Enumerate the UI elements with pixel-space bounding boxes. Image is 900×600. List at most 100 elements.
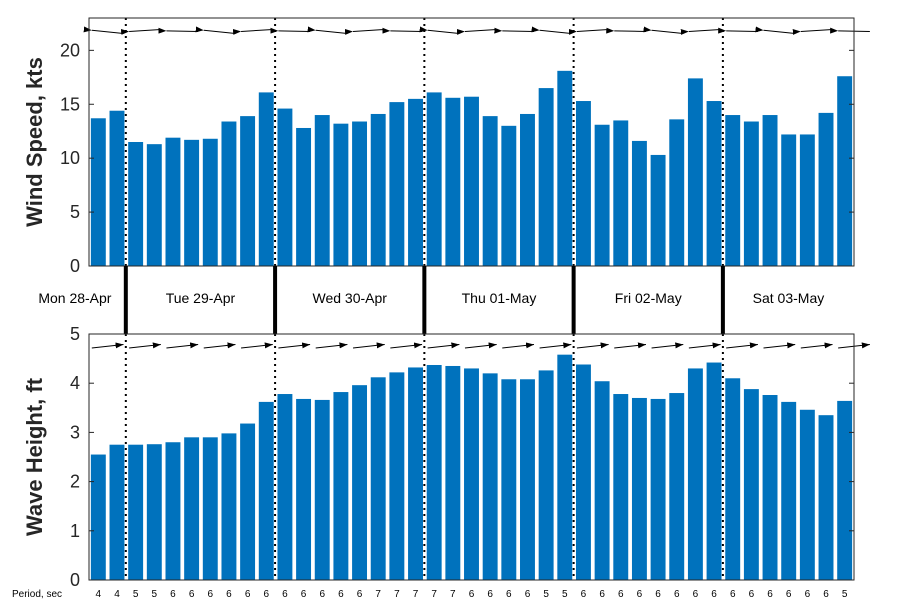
period-value: 6 — [637, 589, 643, 600]
period-value: 6 — [749, 589, 755, 600]
wave-height-bar — [389, 372, 405, 580]
wave-height-bar — [333, 392, 349, 580]
wind-speed-bar — [575, 101, 591, 266]
direction-arrow — [456, 28, 497, 35]
wave-height-panel: 0 1 2 3 4 5 Wave Height, ft — [22, 324, 870, 590]
wave-height-bar — [314, 399, 330, 580]
period-value: 6 — [823, 589, 829, 600]
wind-speed-panel: 0 5 10 15 20 Wind Speed, kts — [22, 17, 870, 276]
direction-arrow — [464, 342, 497, 349]
day-label-sat: Sat 03-May — [753, 290, 825, 306]
direction-arrow — [270, 27, 311, 34]
wave-height-bar — [818, 415, 834, 580]
direction-arrow — [195, 26, 236, 34]
wave-height-bar — [538, 370, 554, 580]
wave-height-bar — [762, 395, 778, 580]
wind-speed-bar — [631, 140, 647, 266]
wind-speed-bar — [352, 121, 368, 266]
wave-height-bar — [837, 400, 853, 580]
wind-speed-bar — [687, 78, 703, 267]
direction-arrow — [91, 342, 124, 349]
wind-speed-bar — [314, 115, 330, 266]
direction-arrow — [576, 342, 609, 349]
wave-height-bar — [575, 364, 591, 580]
wave-height-bar — [90, 454, 106, 580]
wind-speed-bars — [90, 70, 853, 267]
direction-arrow — [390, 342, 423, 349]
wind-speed-bar — [837, 76, 853, 266]
period-value: 6 — [469, 589, 475, 600]
period-value: 6 — [693, 589, 699, 600]
wave-height-bar — [669, 393, 685, 580]
wind-speed-bar — [706, 101, 722, 266]
period-value: 6 — [730, 589, 736, 600]
wave-height-bar — [799, 409, 815, 580]
y-tick-label: 15 — [60, 94, 80, 114]
wave-height-bar — [594, 381, 610, 580]
wind-speed-bar — [781, 134, 797, 266]
wind-speed-bar — [557, 70, 573, 267]
wave-height-bar — [240, 423, 256, 580]
wind-speed-bar — [202, 138, 218, 266]
wind-speed-bar — [370, 113, 386, 267]
wave-height-bar — [631, 397, 647, 580]
y-tick-label: 5 — [70, 324, 80, 344]
period-value: 7 — [375, 589, 381, 600]
period-value: 6 — [245, 589, 251, 600]
wind-speed-bar — [669, 119, 685, 266]
wind-speed-bar — [520, 113, 535, 267]
direction-arrow — [606, 27, 646, 34]
period-value: 4 — [96, 589, 102, 600]
wind-speed-bar — [594, 124, 610, 266]
wind-speed-bar — [482, 116, 498, 267]
period-value: 6 — [170, 589, 176, 600]
period-value: 5 — [152, 589, 158, 600]
direction-arrow — [494, 27, 535, 34]
period-value: 6 — [711, 589, 717, 600]
direction-arrow — [688, 342, 721, 349]
wave-height-bar — [520, 379, 535, 580]
period-value: 6 — [487, 589, 493, 600]
direction-arrow — [502, 342, 535, 349]
wind-speed-bar — [408, 98, 423, 266]
wave-height-bar — [277, 394, 293, 580]
period-values: 4 4 5 5 6 6 6 6 6 6 6 6 6 6 6 7 7 7 7 7 6 6 6 6 5 5 6 6 6 6 6 6 6 6 6 6 6 6 6 6… — [96, 589, 848, 600]
direction-arrow — [792, 28, 833, 35]
wave-height-bar — [258, 401, 274, 580]
period-value: 6 — [525, 589, 531, 600]
wind-speed-bar — [277, 108, 293, 266]
wind-speed-bar — [109, 110, 125, 266]
wave-direction-arrows — [91, 342, 870, 349]
period-value: 6 — [282, 589, 288, 600]
wave-height-bar — [202, 437, 218, 580]
period-value: 6 — [338, 589, 344, 600]
wind-speed-bar — [296, 127, 312, 266]
y-tick-label: 0 — [70, 570, 80, 590]
wave-height-bars — [90, 354, 853, 580]
direction-arrow — [120, 28, 161, 35]
wave-height-bar — [352, 385, 368, 580]
wave-height-bar — [426, 364, 442, 580]
period-value: 4 — [114, 589, 120, 600]
wind-speed-bar — [762, 115, 778, 266]
wave-height-bar — [706, 362, 722, 580]
day-label-tue: Tue 29-Apr — [166, 290, 236, 306]
period-value: 6 — [263, 589, 269, 600]
y-tick-label: 4 — [70, 373, 80, 393]
wave-height-bar — [482, 373, 498, 580]
period-value: 6 — [581, 589, 587, 600]
wave-height-bar — [109, 444, 125, 580]
y-tick-label: 2 — [70, 472, 80, 492]
wave-height-bar — [445, 365, 461, 580]
wave-height-axes-frame — [88, 333, 855, 581]
wind-speed-bar — [650, 154, 666, 266]
y-tick-label: 5 — [70, 202, 80, 222]
direction-arrow — [726, 342, 758, 349]
wind-speed-bar — [184, 139, 200, 266]
wave-height-bar — [408, 367, 423, 580]
direction-arrow — [651, 342, 684, 349]
wind-speed-bar — [501, 125, 517, 267]
day-label-wed: Wed 30-Apr — [312, 290, 387, 306]
period-value: 7 — [431, 589, 437, 600]
